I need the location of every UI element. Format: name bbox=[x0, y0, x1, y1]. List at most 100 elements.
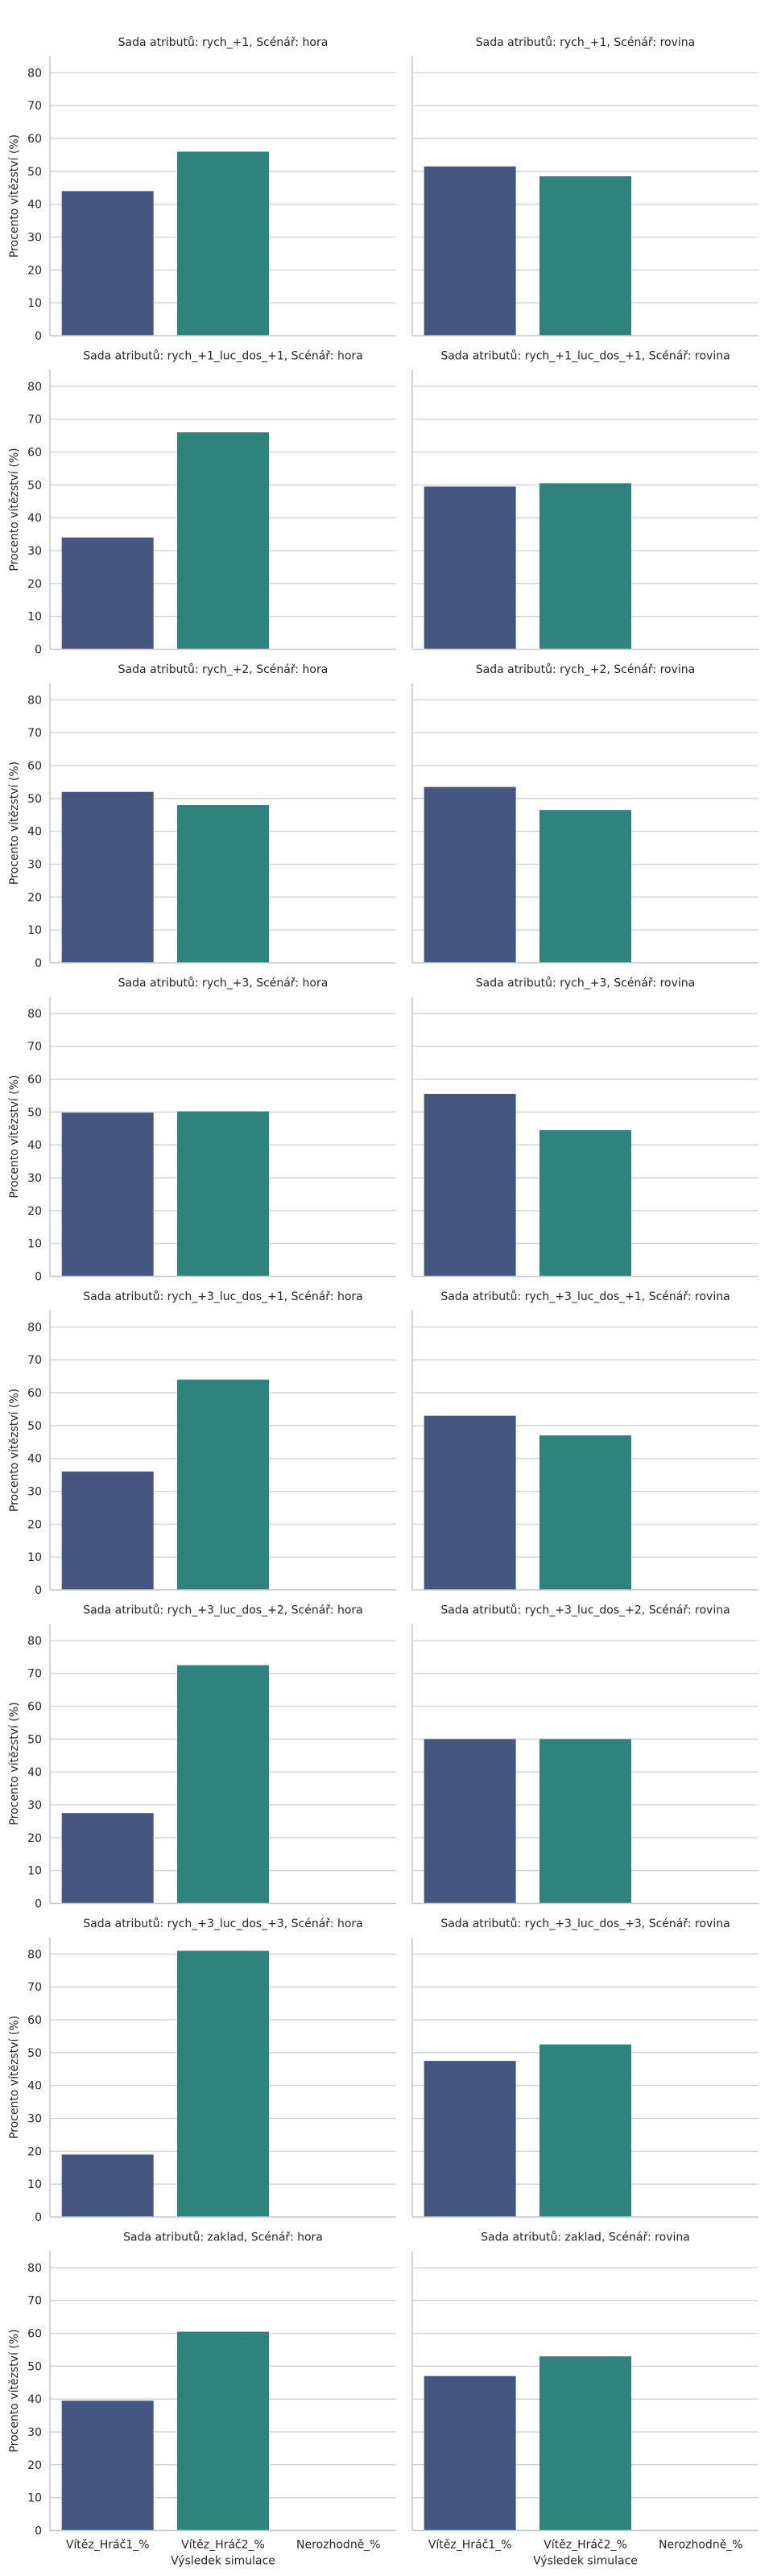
bar-Vítěz_Hráč1_% bbox=[61, 2154, 154, 2217]
panel-title: Sada atributů: rych_+3_luc_dos_+3, Scéná… bbox=[83, 1918, 362, 1930]
bar-Vítěz_Hráč2_% bbox=[539, 1739, 631, 1904]
facet-panel-15: Sada atributů: zaklad, Scénář: hora 0 10 20… bbox=[8, 2231, 396, 2568]
y-axis-label: Procento vítězství (%) bbox=[8, 762, 21, 885]
y-tick-label: 40 bbox=[27, 826, 42, 839]
y-tick-label: 80 bbox=[27, 381, 42, 394]
bar-Vítěz_Hráč2_% bbox=[539, 483, 631, 650]
y-tick-label: 50 bbox=[27, 479, 42, 492]
y-tick-label: 0 bbox=[35, 2211, 42, 2224]
panel-title: Sada atributů: rych_+3_luc_dos_+2, Scéná… bbox=[83, 1604, 362, 1617]
facet-panel-10: Sada atributů: rych_+3_luc_dos_+1, Scéná… bbox=[411, 1290, 759, 1591]
y-tick-label: 10 bbox=[27, 297, 42, 310]
facet-panel-3: Sada atributů: rych_+1_luc_dos_+1, Scéná… bbox=[8, 350, 396, 657]
bar-Vítěz_Hráč2_% bbox=[539, 1129, 631, 1277]
y-tick-label: 30 bbox=[27, 545, 42, 558]
bar-Vítěz_Hráč1_% bbox=[61, 537, 154, 650]
y-tick-label: 0 bbox=[35, 1271, 42, 1284]
facet-panel-8: Sada atributů: rych_+3, Scénář: rovina bbox=[411, 977, 759, 1278]
bar-Vítěz_Hráč2_% bbox=[539, 2356, 631, 2531]
y-tick-label: 80 bbox=[27, 1948, 42, 1961]
panel-title: Sada atributů: rych_+3, Scénář: hora bbox=[118, 977, 329, 990]
y-tick-label: 50 bbox=[27, 2360, 42, 2373]
bar-Vítěz_Hráč2_% bbox=[177, 1379, 269, 1590]
y-axis-label: Procento vítězství (%) bbox=[8, 2016, 21, 2139]
bar-Vítěz_Hráč2_% bbox=[539, 810, 631, 963]
x-tick-label: Nerozhodně_% bbox=[296, 2539, 381, 2552]
y-tick-label: 30 bbox=[27, 859, 42, 872]
y-tick-label: 20 bbox=[27, 1518, 42, 1531]
y-tick-label: 60 bbox=[27, 447, 42, 460]
x-axis-label: Výsledek simulace bbox=[171, 2555, 275, 2568]
bar-Vítěz_Hráč1_% bbox=[61, 1813, 154, 1904]
bar-Vítěz_Hráč2_% bbox=[177, 1111, 269, 1277]
bar-Vítěz_Hráč1_% bbox=[61, 2401, 154, 2531]
bar-Vítěz_Hráč1_% bbox=[424, 1739, 516, 1904]
y-tick-label: 20 bbox=[27, 264, 42, 277]
y-tick-label: 0 bbox=[35, 644, 42, 657]
y-tick-label: 30 bbox=[27, 2113, 42, 2126]
y-tick-label: 60 bbox=[27, 1074, 42, 1087]
facet-panel-16: Sada atributů: zaklad, Scénář: rovina Vít… bbox=[411, 2231, 759, 2568]
y-tick-label: 70 bbox=[27, 1041, 42, 1054]
y-tick-label: 0 bbox=[35, 957, 42, 970]
y-axis-label: Procento vítězství (%) bbox=[8, 448, 21, 571]
y-tick-label: 70 bbox=[27, 100, 42, 113]
x-tick-label: Vítěz_Hráč2_% bbox=[181, 2539, 265, 2552]
panel-title: Sada atributů: rych_+3_luc_dos_+2, Scéná… bbox=[440, 1604, 730, 1617]
y-axis-label: Procento vítězství (%) bbox=[8, 134, 21, 258]
y-tick-label: 30 bbox=[27, 232, 42, 245]
y-tick-label: 30 bbox=[27, 1172, 42, 1185]
y-axis-label: Procento vítězství (%) bbox=[8, 1075, 21, 1198]
panel-title: Sada atributů: rych_+1_luc_dos_+1, Scéná… bbox=[440, 350, 730, 363]
y-tick-label: 40 bbox=[27, 1139, 42, 1152]
panel-title: Sada atributů: rych_+3_luc_dos_+1, Scéná… bbox=[440, 1290, 730, 1303]
facet-panel-6: Sada atributů: rych_+2, Scénář: rovina bbox=[411, 663, 759, 964]
y-tick-label: 70 bbox=[27, 1668, 42, 1681]
y-tick-label: 20 bbox=[27, 891, 42, 904]
y-tick-label: 10 bbox=[27, 1865, 42, 1878]
bar-Vítěz_Hráč1_% bbox=[61, 1472, 154, 1590]
y-tick-label: 60 bbox=[27, 1387, 42, 1400]
y-tick-label: 50 bbox=[27, 2047, 42, 2060]
y-tick-label: 80 bbox=[27, 1321, 42, 1334]
y-tick-label: 40 bbox=[27, 2080, 42, 2093]
y-tick-label: 10 bbox=[27, 924, 42, 937]
y-tick-label: 80 bbox=[27, 1008, 42, 1021]
facet-panel-9: Sada atributů: rych_+3_luc_dos_+1, Scéná… bbox=[8, 1290, 396, 1597]
y-tick-label: 60 bbox=[27, 133, 42, 146]
panel-title: Sada atributů: rych_+2, Scénář: rovina bbox=[476, 663, 696, 676]
y-tick-label: 20 bbox=[27, 1205, 42, 1218]
panel-title: Sada atributů: rych_+2, Scénář: hora bbox=[118, 663, 329, 676]
bar-Vítěz_Hráč1_% bbox=[424, 486, 516, 650]
facet-panel-1: Sada atributů: rych_+1, Scénář: hora 0 10 2… bbox=[8, 36, 396, 343]
y-axis-label: Procento vítězství (%) bbox=[8, 1702, 21, 1825]
bar-Vítěz_Hráč2_% bbox=[539, 1435, 631, 1590]
y-tick-label: 20 bbox=[27, 1832, 42, 1845]
y-tick-label: 50 bbox=[27, 1733, 42, 1746]
y-tick-label: 20 bbox=[27, 2145, 42, 2158]
bar-Vítěz_Hráč1_% bbox=[424, 166, 516, 336]
y-tick-label: 0 bbox=[35, 2525, 42, 2538]
y-tick-label: 50 bbox=[27, 1420, 42, 1433]
bar-Vítěz_Hráč1_% bbox=[61, 791, 154, 963]
facet-panel-12: Sada atributů: rych_+3_luc_dos_+2, Scéná… bbox=[411, 1604, 759, 1905]
y-tick-label: 10 bbox=[27, 1238, 42, 1251]
bar-Vítěz_Hráč2_% bbox=[539, 176, 631, 336]
bar-Vítěz_Hráč1_% bbox=[424, 1093, 516, 1277]
x-tick-label: Vítěz_Hráč2_% bbox=[544, 2539, 627, 2552]
y-tick-label: 40 bbox=[27, 512, 42, 525]
bar-Vítěz_Hráč1_% bbox=[424, 786, 516, 963]
y-tick-label: 30 bbox=[27, 1799, 42, 1812]
y-tick-label: 80 bbox=[27, 2262, 42, 2275]
y-tick-label: 80 bbox=[27, 694, 42, 707]
y-tick-label: 10 bbox=[27, 2178, 42, 2191]
y-tick-label: 0 bbox=[35, 1584, 42, 1597]
facet-panel-14: Sada atributů: rych_+3_luc_dos_+3, Scéná… bbox=[411, 1918, 759, 2218]
panel-title: Sada atributů: rych_+1, Scénář: rovina bbox=[476, 36, 696, 49]
facet-panel-5: Sada atributů: rych_+2, Scénář: hora 0 10 2… bbox=[8, 663, 396, 970]
panel-title: Sada atributů: rych_+3_luc_dos_+1, Scéná… bbox=[83, 1290, 362, 1303]
y-tick-label: 10 bbox=[27, 2492, 42, 2505]
bar-Vítěz_Hráč2_% bbox=[177, 432, 269, 650]
y-tick-label: 60 bbox=[27, 2014, 42, 2027]
